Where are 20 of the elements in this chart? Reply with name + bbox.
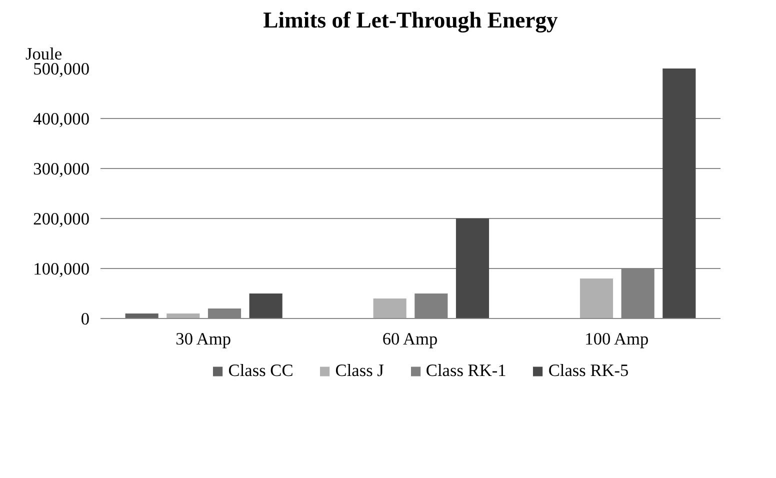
- y-tick-label: 300,000: [33, 160, 90, 178]
- x-tick-label: 60 Amp: [382, 330, 438, 348]
- legend-label: Class CC: [228, 361, 294, 381]
- chart-title: Limits of Let-Through Energy: [263, 8, 559, 32]
- bar: [580, 278, 614, 318]
- y-tick-label: 200,000: [33, 210, 90, 228]
- y-tick-label: 100,000: [33, 260, 90, 278]
- y-tick-label: 400,000: [33, 110, 90, 128]
- bar: [249, 294, 282, 318]
- legend-label: Class RK-5: [548, 361, 629, 381]
- bar: [662, 68, 696, 318]
- y-tick-label: 0: [80, 310, 90, 328]
- x-tick-label: 30 Amp: [176, 330, 232, 348]
- bar: [373, 298, 406, 318]
- bar: [166, 314, 200, 318]
- bar: [125, 314, 158, 318]
- legend-label: Class J: [335, 361, 384, 381]
- legend-label: Class RK-1: [426, 361, 506, 381]
- bar: [456, 218, 490, 318]
- x-tick-label: 100 Amp: [584, 330, 649, 348]
